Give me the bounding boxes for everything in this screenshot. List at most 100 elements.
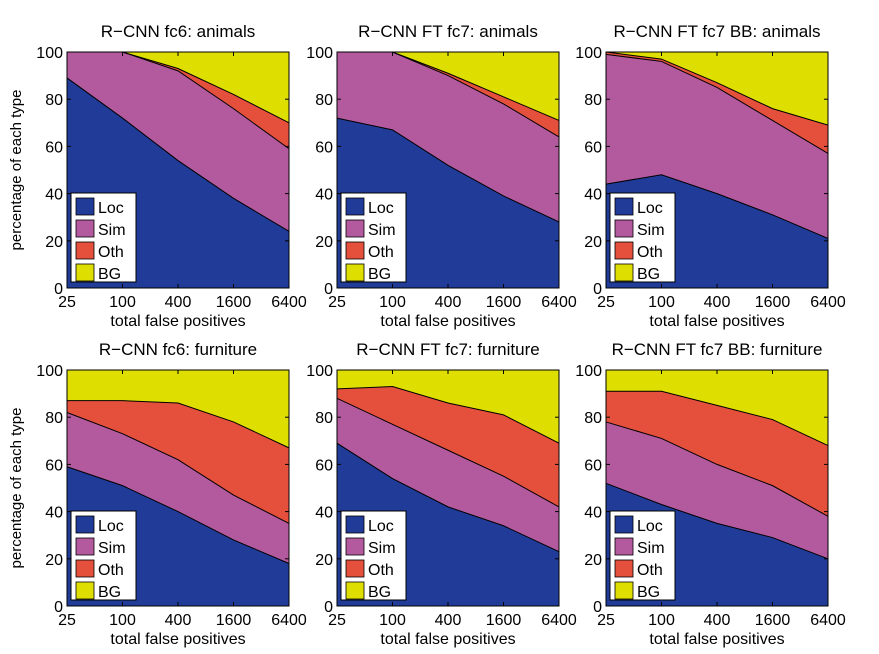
legend-swatch-oth	[345, 559, 365, 578]
x-tick-label: 100	[109, 612, 136, 629]
x-tick-label: 25	[328, 612, 346, 629]
chart-panel-5: 0 20 40 60 80 100 25 100 400 1600 6400 R−CNN FT fc7…	[306, 340, 577, 648]
y-tick-label: 60	[584, 139, 602, 156]
x-tick-label: 100	[109, 294, 136, 311]
legend-label-loc: Loc	[98, 518, 124, 535]
legend-swatch-sim	[345, 537, 365, 556]
x-tick-label: 1600	[755, 612, 791, 629]
boundary-line-sim	[605, 53, 829, 154]
y-tick-label: 40	[315, 187, 333, 204]
x-tick-label: 25	[597, 294, 615, 311]
legend-label-bg: BG	[637, 584, 660, 601]
legend-swatch-oth	[345, 241, 365, 260]
legend-label-sim: Sim	[368, 222, 396, 239]
x-tick-label: 400	[435, 294, 462, 311]
chart-panel-4: 0 20 40 60 80 100 25 100 400 1600 6400 R−CNN fc6: f…	[8, 340, 307, 648]
y-tick-label: 80	[315, 92, 333, 109]
y-tick-label: 0	[593, 599, 602, 616]
x-axis-label: total false positives	[649, 631, 784, 648]
y-tick-label: 80	[584, 410, 602, 427]
y-tick-label: 40	[584, 187, 602, 204]
y-tick-label: 80	[584, 92, 602, 109]
legend-swatch-bg	[345, 581, 365, 600]
boundary-line-loc	[66, 77, 290, 232]
legend-label-bg: BG	[637, 266, 660, 283]
legend-label-oth: Oth	[637, 244, 663, 261]
x-tick-label: 100	[648, 294, 675, 311]
y-tick-label: 20	[584, 552, 602, 569]
legend: Loc Sim Oth BG	[70, 510, 137, 601]
area-oth	[67, 400, 289, 524]
x-tick-label: 6400	[810, 294, 846, 311]
x-tick-label: 25	[58, 612, 76, 629]
x-axis-label: total false positives	[110, 313, 245, 330]
y-tick-label: 0	[54, 599, 63, 616]
area-sim	[67, 412, 289, 564]
area-bg	[606, 52, 828, 126]
legend-label-bg: BG	[368, 584, 391, 601]
x-tick-label: 400	[704, 294, 731, 311]
legend-label-bg: BG	[98, 266, 121, 283]
legend-label-loc: Loc	[637, 518, 663, 535]
x-tick-label: 6400	[541, 612, 577, 629]
legend-swatch-loc	[345, 197, 365, 216]
legend: Loc Sim Oth BG	[609, 510, 676, 601]
legend-label-loc: Loc	[368, 200, 394, 217]
y-axis-label: percentage of each type	[8, 408, 25, 569]
legend-swatch-oth	[614, 241, 634, 260]
x-tick-label: 100	[379, 612, 406, 629]
x-tick-label: 25	[597, 612, 615, 629]
chart-title: R−CNN fc6: animals	[101, 22, 255, 41]
boundary-line-loc	[605, 174, 829, 239]
x-tick-label: 1600	[755, 294, 791, 311]
y-tick-label: 20	[315, 234, 333, 251]
y-tick-label: 0	[324, 281, 333, 298]
chart-title: R−CNN fc6: furniture	[99, 340, 257, 359]
x-tick-label: 25	[328, 294, 346, 311]
chart-panel-3: 0 20 40 60 80 100 25 100 400 1600 6400 R−CNN FT fc7…	[575, 22, 846, 330]
legend-label-loc: Loc	[98, 200, 124, 217]
x-tick-label: 6400	[810, 612, 846, 629]
legend-label-sim: Sim	[637, 222, 665, 239]
x-tick-label: 6400	[541, 294, 577, 311]
y-tick-label: 100	[575, 363, 602, 380]
x-tick-label: 400	[704, 612, 731, 629]
x-axis-label: total false positives	[380, 313, 515, 330]
legend-swatch-bg	[75, 263, 95, 282]
legend-label-sim: Sim	[98, 222, 126, 239]
legend-label-sim: Sim	[368, 540, 396, 557]
x-tick-label: 25	[58, 294, 76, 311]
legend-label-bg: BG	[98, 584, 121, 601]
chart-title: R−CNN FT fc7 BB: furniture	[612, 340, 823, 359]
area-oth	[337, 386, 559, 507]
area-bg	[606, 370, 828, 446]
legend-swatch-loc	[345, 515, 365, 534]
y-tick-label: 20	[45, 552, 63, 569]
legend: Loc Sim Oth BG	[609, 192, 676, 283]
y-tick-label: 60	[584, 457, 602, 474]
x-tick-label: 100	[379, 294, 406, 311]
x-tick-label: 6400	[271, 294, 307, 311]
y-tick-label: 40	[45, 505, 63, 522]
legend-swatch-bg	[614, 581, 634, 600]
y-tick-label: 0	[324, 599, 333, 616]
boundary-line-oth	[605, 51, 829, 126]
legend-swatch-bg	[614, 263, 634, 282]
legend: Loc Sim Oth BG	[340, 510, 407, 601]
y-tick-label: 40	[45, 187, 63, 204]
x-tick-label: 6400	[271, 612, 307, 629]
boundary-line-sim	[605, 421, 829, 517]
legend-swatch-loc	[614, 197, 634, 216]
legend-swatch-oth	[614, 559, 634, 578]
legend-label-oth: Oth	[368, 562, 394, 579]
y-tick-label: 60	[315, 457, 333, 474]
chart-panel-6: 0 20 40 60 80 100 25 100 400 1600 6400 R−CNN FT fc7…	[575, 340, 846, 648]
legend-swatch-oth	[75, 559, 95, 578]
legend-label-loc: Loc	[637, 200, 663, 217]
chart-title: R−CNN FT fc7: animals	[358, 22, 538, 41]
legend-label-oth: Oth	[98, 562, 124, 579]
y-tick-label: 20	[315, 552, 333, 569]
y-tick-label: 80	[45, 92, 63, 109]
area-bg	[337, 370, 559, 444]
